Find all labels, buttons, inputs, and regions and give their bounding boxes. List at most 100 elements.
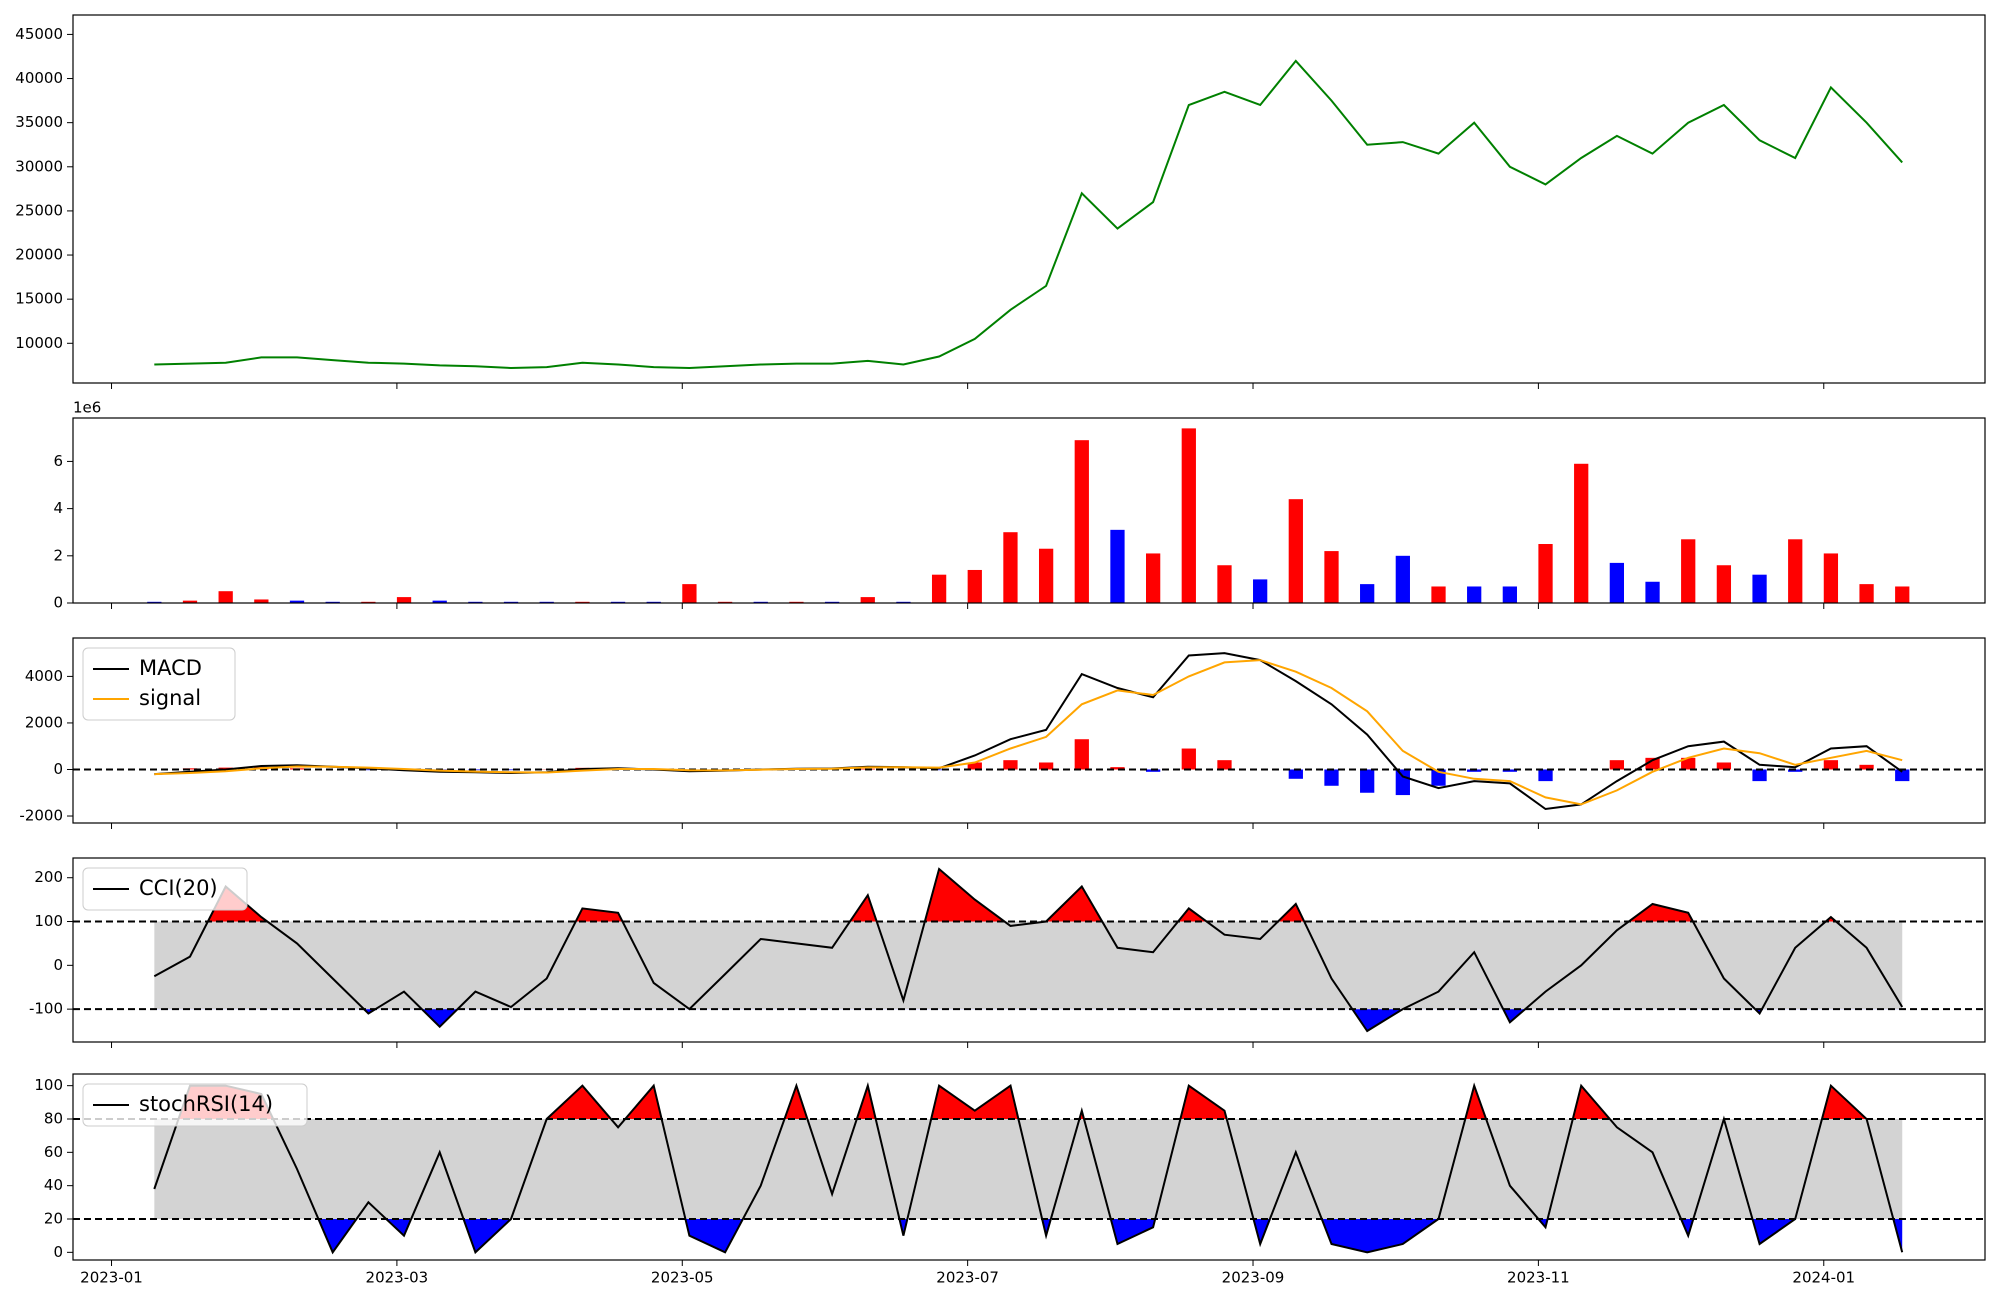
oversold-fill xyxy=(154,1219,1903,1253)
histogram-bar xyxy=(1360,769,1375,793)
histogram-bar xyxy=(1181,748,1196,770)
panel: 0 20 40 60 80 100 2023-01 2023-03 2023-05 2023-07… xyxy=(34,1073,1986,1287)
histogram-bar xyxy=(1823,760,1839,770)
histogram-bar xyxy=(1752,769,1767,782)
histogram-bar xyxy=(931,769,947,771)
volume-bar xyxy=(1823,553,1839,603)
volume-bar xyxy=(432,600,447,603)
legend-label: CCI(20) xyxy=(139,876,218,900)
y-tick-label: 35000 xyxy=(15,113,63,131)
volume-bar xyxy=(1752,574,1767,603)
panel: -2000 0 2000 4000 MACD signal xyxy=(19,637,1986,829)
overbought-fill xyxy=(207,869,1837,922)
volume-bar xyxy=(1038,548,1054,603)
volume-bar xyxy=(1146,553,1161,603)
legend: MACD signal xyxy=(82,647,236,721)
panel: 10000 15000 20000 25000 30000 35000 40000 45000 xyxy=(15,14,1986,389)
x-tick-label: 2023-01 xyxy=(80,1269,143,1287)
histogram-bar xyxy=(361,769,376,771)
y-tick-label: 0 xyxy=(53,594,63,612)
y-tick-label: 30000 xyxy=(15,157,63,175)
y-tick-label: 25000 xyxy=(15,201,63,219)
x-tick-label: 2023-07 xyxy=(936,1269,999,1287)
panel: 0 2 4 6 1e6 xyxy=(53,399,1986,612)
legend-box xyxy=(82,1083,308,1127)
price-line xyxy=(154,59,1903,370)
volume-bar xyxy=(1788,539,1803,603)
y-tick-label: 45000 xyxy=(15,25,63,43)
histogram-bar xyxy=(1003,760,1018,770)
volume-bar xyxy=(931,574,947,603)
y-tick-label: -100 xyxy=(29,1000,63,1018)
y-tick-label: 10000 xyxy=(15,334,63,352)
panel-frame xyxy=(72,1073,1986,1261)
histogram-bar xyxy=(1395,769,1410,796)
legend-box xyxy=(82,867,248,911)
histogram-bar xyxy=(1146,769,1161,772)
y-tick-label: 2 xyxy=(53,546,63,564)
y-tick-label: 80 xyxy=(44,1110,63,1128)
legend-box xyxy=(82,647,236,721)
volume-bar xyxy=(1003,532,1018,603)
volume-bar xyxy=(1538,544,1553,603)
y-tick-label: 40000 xyxy=(15,69,63,87)
volume-bar xyxy=(1395,555,1410,603)
volume-bar xyxy=(1895,586,1910,603)
volume-bar xyxy=(182,600,198,603)
indicator-line xyxy=(153,1082,1904,1255)
volume-bar xyxy=(218,591,233,603)
volume-bar xyxy=(860,597,875,603)
y-tick-label: 100 xyxy=(34,1076,63,1094)
panel-frame xyxy=(72,14,1986,384)
legend-label: signal xyxy=(139,686,201,710)
y-tick-label: 2000 xyxy=(25,713,63,731)
x-tick-label: 2024-01 xyxy=(1792,1269,1855,1287)
y-tick-label: 40 xyxy=(44,1176,63,1194)
histogram-bar xyxy=(1645,757,1660,770)
y-tick-label: 60 xyxy=(44,1143,63,1161)
offset-label: 1e6 xyxy=(73,399,101,417)
panel-frame xyxy=(72,417,1986,604)
histogram-bar xyxy=(1038,762,1054,770)
volume-bar xyxy=(1181,428,1196,603)
histogram-bar xyxy=(503,769,519,771)
histogram-bar xyxy=(1074,739,1089,770)
histogram-bar xyxy=(1467,769,1482,772)
histogram-bar xyxy=(1716,762,1732,770)
volume-bar xyxy=(254,599,269,603)
volume-bar xyxy=(1217,565,1232,603)
volume-bar xyxy=(1074,440,1089,603)
volume-bar xyxy=(1288,499,1303,603)
legend: CCI(20) xyxy=(82,867,248,911)
volume-bar xyxy=(1859,584,1874,603)
volume-bar xyxy=(1574,463,1589,603)
y-tick-label: 0 xyxy=(53,956,63,974)
histogram-bar xyxy=(182,768,198,770)
histogram-bar xyxy=(1788,769,1803,772)
y-tick-label: 0 xyxy=(53,760,63,778)
volume-bar xyxy=(1467,586,1482,603)
histogram-bar xyxy=(1324,769,1339,786)
indicator-line xyxy=(154,652,1903,811)
volume-bar xyxy=(1502,586,1517,603)
volume-bar xyxy=(1253,579,1268,603)
panel: -100 0 100 200 CCI(20) xyxy=(29,857,1986,1048)
x-tick-label: 2023-09 xyxy=(1222,1269,1285,1287)
x-tick-label: 2023-11 xyxy=(1507,1269,1570,1287)
volume-bar xyxy=(289,600,305,603)
volume-bar xyxy=(1609,562,1625,603)
indicator-line xyxy=(154,659,1903,806)
y-tick-label: 20 xyxy=(44,1210,63,1228)
histogram-bar xyxy=(1859,764,1874,770)
volume-bar xyxy=(1716,565,1732,603)
y-tick-label: 15000 xyxy=(15,290,63,308)
y-tick-label: -2000 xyxy=(19,807,63,825)
legend-label: stochRSI(14) xyxy=(139,1092,273,1116)
y-tick-label: 4 xyxy=(53,499,63,517)
y-tick-label: 20000 xyxy=(15,246,63,264)
histogram-bar xyxy=(1288,769,1303,779)
volume-bar xyxy=(1110,529,1125,603)
volume-bar xyxy=(1681,539,1696,603)
histogram-bar xyxy=(1538,769,1553,782)
